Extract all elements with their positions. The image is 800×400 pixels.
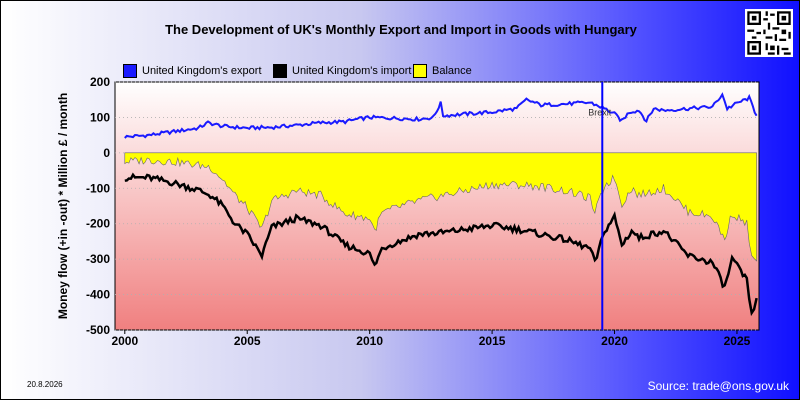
legend-swatch-export (123, 64, 137, 78)
generation-date: 20.8.2026 (27, 380, 63, 389)
legend-label-balance: Balance (432, 65, 472, 77)
y-tick-label: -500 (86, 323, 110, 337)
legend-label-export: United Kingdom's export (142, 65, 262, 77)
legend-label-import: United Kingdom's import (292, 65, 412, 77)
import-line (124, 172, 758, 317)
qr-code-icon (745, 9, 793, 57)
y-tick-label: 200 (90, 75, 110, 89)
x-tick-label: 2025 (724, 334, 751, 348)
y-axis-label: Money flow (+in -out) * Million £ / mont… (56, 93, 70, 319)
x-tick-label: 2010 (356, 334, 383, 348)
chart-title: The Development of UK's Monthly Export a… (165, 22, 637, 37)
x-tick-label: 2000 (111, 334, 138, 348)
x-tick-label: 2005 (234, 334, 261, 348)
export-line (124, 92, 758, 139)
y-tick-label: -100 (86, 181, 110, 195)
x-tick-label: 2020 (601, 334, 628, 348)
y-tick-label: -400 (86, 288, 110, 302)
y-axis-ticks: 200 100 0 -100 -200 -300 -400 -500 (86, 75, 110, 337)
x-axis-ticks: 2000 2005 2010 2015 2020 2025 (111, 330, 751, 348)
y-tick-label: 100 (90, 110, 110, 124)
y-tick-label: -200 (86, 217, 110, 231)
brexit-label: Brexit (588, 107, 612, 117)
legend-swatch-import (273, 64, 287, 78)
legend-swatch-balance (413, 64, 427, 78)
y-tick-label: -300 (86, 252, 110, 266)
plot-area (114, 81, 760, 331)
balance-area (124, 152, 757, 262)
y-tick-label: 0 (103, 146, 110, 160)
source-credit: Source: trade@ons.gov.uk (647, 379, 789, 393)
x-tick-label: 2015 (479, 334, 506, 348)
